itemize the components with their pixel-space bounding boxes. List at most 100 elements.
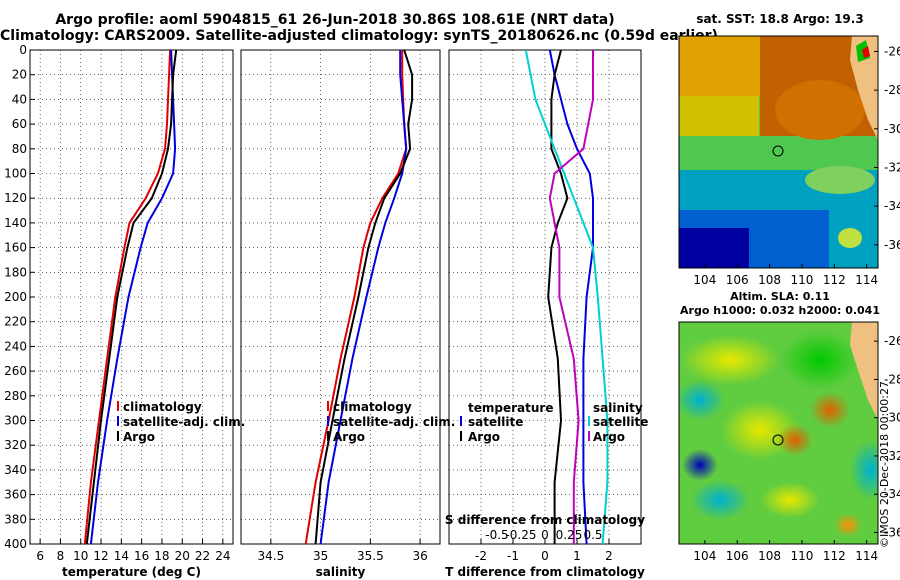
x-tick-label: -2 xyxy=(475,549,487,563)
sla-lon-label: 104 xyxy=(693,549,716,563)
top-tick-label: 0 xyxy=(541,528,549,542)
plot-frame-salinity xyxy=(240,49,441,545)
y-tick-label: 260 xyxy=(4,364,27,378)
top-tick-label: 0.25 xyxy=(556,528,583,542)
sst-lat-label: -34 xyxy=(884,199,900,213)
sla-lon-label: 110 xyxy=(791,549,814,563)
x-axis-label-temperature: temperature (deg C) xyxy=(62,565,201,579)
series-line-s-satellite xyxy=(524,49,609,545)
x-tick-label: 34.5 xyxy=(257,549,284,563)
legend-title-temperature: temperature xyxy=(468,401,553,415)
legend-label: satellite-adj. clim. xyxy=(333,415,455,429)
y-tick-label: 380 xyxy=(4,512,27,526)
x-tick-label: 0 xyxy=(541,549,549,563)
sst-lon-label: 112 xyxy=(823,273,846,287)
x-tick-label: 22 xyxy=(195,549,210,563)
sst-lon-label: 110 xyxy=(791,273,814,287)
y-tick-label: 220 xyxy=(4,315,27,329)
top-tick-label: 0.5 xyxy=(583,528,602,542)
x-tick-label: 6 xyxy=(36,549,44,563)
sst-lat-label: -26 xyxy=(884,44,900,58)
x-tick-label: 16 xyxy=(134,549,149,563)
y-tick-label: 300 xyxy=(4,414,27,428)
x-tick-label: 18 xyxy=(154,549,169,563)
legend-label: Argo xyxy=(468,430,500,444)
y-tick-label: 100 xyxy=(4,167,27,181)
sla-lon-label: 108 xyxy=(758,549,781,563)
legend-label: Argo xyxy=(593,430,625,444)
x-tick-label: 10 xyxy=(73,549,88,563)
sst-lon-label: 114 xyxy=(855,273,878,287)
x-axis-label-top: S difference from climatology xyxy=(445,513,645,527)
sla-lat-label: -36 xyxy=(884,526,900,540)
top-tick-label: -0.25 xyxy=(505,528,536,542)
y-tick-label: 200 xyxy=(4,290,27,304)
sla-lat-label: -32 xyxy=(884,449,900,463)
sst-lat-label: -30 xyxy=(884,122,900,136)
sla-lat-label: -34 xyxy=(884,487,900,501)
x-tick-label: 14 xyxy=(114,549,129,563)
sla-map xyxy=(679,322,878,544)
y-tick-label: 180 xyxy=(4,265,27,279)
chart-title-line1: Argo profile: aoml 5904815_61 26-Jun-201… xyxy=(55,12,615,28)
y-tick-label: 320 xyxy=(4,438,27,452)
y-tick-label: 340 xyxy=(4,463,27,477)
sst-lon-label: 104 xyxy=(693,273,716,287)
sst-lat-label: -32 xyxy=(884,160,900,174)
series-line-satellite-adj-clim- xyxy=(89,49,177,545)
series-line-climatology xyxy=(304,50,408,545)
legend-title-salinity: salinity xyxy=(593,401,643,415)
series-line-climatology xyxy=(83,49,172,545)
x-tick-label: 35 xyxy=(313,549,328,563)
series-line-argo xyxy=(85,49,178,545)
sla-map-title-1: Altim. SLA: 0.11 xyxy=(730,290,830,303)
series-line-t-argo xyxy=(547,49,569,544)
sla-lon-label: 114 xyxy=(855,549,878,563)
sst-map-frame xyxy=(678,35,879,269)
x-tick-label: 24 xyxy=(215,549,230,563)
sst-map xyxy=(679,36,878,268)
y-tick-label: 60 xyxy=(12,117,27,131)
x-tick-label: 36 xyxy=(412,549,427,563)
x-tick-label: 1 xyxy=(573,549,581,563)
sst-map-title: sat. SST: 18.8 Argo: 19.3 xyxy=(696,12,864,26)
y-tick-label: 280 xyxy=(4,389,27,403)
x-tick-label: -1 xyxy=(507,549,519,563)
sla-argo-location xyxy=(772,434,784,446)
sla-map-title-2: Argo h1000: 0.032 h2000: 0.041 xyxy=(680,304,880,317)
imos-credit: ©IMOS 20-Dec-2018 00:00:27 xyxy=(878,381,891,548)
legend-label: climatology xyxy=(333,400,412,414)
sla-map-frame xyxy=(678,321,879,545)
y-tick-label: 160 xyxy=(4,241,27,255)
series-line-argo xyxy=(314,49,414,545)
y-tick-label: 80 xyxy=(12,142,27,156)
sla-lat-label: -30 xyxy=(884,411,900,425)
sst-argo-location xyxy=(772,145,784,157)
x-tick-label: 20 xyxy=(175,549,190,563)
y-tick-label: 240 xyxy=(4,339,27,353)
y-tick-label: 20 xyxy=(12,68,27,82)
y-tick-label: 140 xyxy=(4,216,27,230)
x-tick-label: 35.5 xyxy=(357,549,384,563)
x-axis-label-salinity: salinity xyxy=(316,565,366,579)
series-line-satellite-adj-clim- xyxy=(319,50,408,545)
x-axis-label-difference: T difference from climatology xyxy=(445,565,645,579)
y-tick-label: 400 xyxy=(4,537,27,551)
series-line-t-satellite xyxy=(548,49,594,545)
y-tick-label: 360 xyxy=(4,488,27,502)
y-tick-label: 0 xyxy=(19,43,27,57)
plot-frame-difference xyxy=(448,49,642,545)
legend-label: satellite xyxy=(468,415,523,429)
sla-lon-label: 106 xyxy=(726,549,749,563)
sla-lat-label: -26 xyxy=(884,334,900,348)
sst-lat-label: -36 xyxy=(884,238,900,252)
chart-title-line2: Climatology: CARS2009. Satellite-adjuste… xyxy=(0,28,718,44)
sla-lon-label: 112 xyxy=(823,549,846,563)
legend-label: Argo xyxy=(123,430,155,444)
x-tick-label: 8 xyxy=(57,549,65,563)
x-tick-label: 12 xyxy=(93,549,108,563)
legend-label: climatology xyxy=(123,400,202,414)
sst-lon-label: 108 xyxy=(758,273,781,287)
top-tick-label: -0.5 xyxy=(485,528,508,542)
